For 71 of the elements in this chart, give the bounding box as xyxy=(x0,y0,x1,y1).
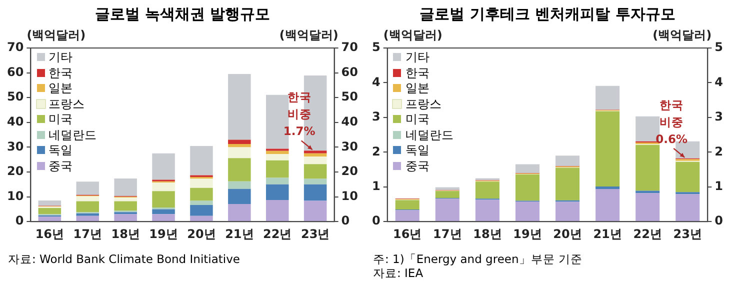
chart-title: 글로벌 기후테크 벤처캐피탈 투자규모 xyxy=(418,4,676,25)
y-axis-title: (백억달러) xyxy=(26,28,86,42)
legend-label: 독일 xyxy=(404,143,430,158)
y2-tick-label: 2 xyxy=(714,144,724,158)
y2-tick-label: 20 xyxy=(341,164,358,178)
x-tick-label: 18년 xyxy=(111,226,140,241)
x-tick-label: 21년 xyxy=(225,226,254,241)
y2-tick-label: 40 xyxy=(341,114,358,129)
y-tick-label: 50 xyxy=(6,90,24,104)
legend-label: 네덜란드 xyxy=(404,128,454,143)
legend-label: 미국 xyxy=(404,112,430,128)
y-tick-label: 60 xyxy=(6,64,24,79)
legend-label: 프랑스 xyxy=(48,96,86,112)
y-tick-label: 20 xyxy=(6,164,24,178)
x-tick-label: 20년 xyxy=(553,226,582,241)
y2-tick-label: 3 xyxy=(714,110,724,124)
text: 자료: IEA xyxy=(373,266,424,280)
x-tick-label: 19년 xyxy=(513,226,542,241)
legend-label: 미국 xyxy=(48,112,74,128)
y-tick-label: 0 xyxy=(15,214,24,228)
x-tick-label: 23년 xyxy=(300,226,330,241)
x-tick-label: 19년 xyxy=(149,226,178,241)
y-tick-label: 30 xyxy=(6,139,24,154)
y-tick-label: 2 xyxy=(372,144,380,158)
y-tick-label: 1 xyxy=(372,179,380,194)
y2-tick-label: 10 xyxy=(341,188,358,203)
legend-label: 네덜란드 xyxy=(48,128,97,143)
y2-tick-label: 50 xyxy=(341,90,358,104)
x-tick-label: 16년 xyxy=(35,226,64,241)
y-tick-label: 0 xyxy=(372,214,380,228)
x-tick-label: 22년 xyxy=(633,226,662,241)
y-tick-label: 70 xyxy=(6,40,24,54)
legend-label: 중국 xyxy=(48,158,74,174)
x-tick-label: 20년 xyxy=(187,226,216,241)
y2-axis-title: (백억달러) xyxy=(279,28,338,42)
y-tick-label: 3 xyxy=(372,110,380,124)
y2-tick-label: 70 xyxy=(341,40,358,54)
y2-tick-label: 0 xyxy=(714,214,724,228)
y-tick-label: 10 xyxy=(6,188,24,203)
legend-label: 프랑스 xyxy=(404,96,442,112)
legend-label: 기타 xyxy=(48,50,74,66)
y-axis-title: (백억달러) xyxy=(383,28,442,42)
x-tick-label: 16년 xyxy=(393,226,422,241)
y-tick-label: 4 xyxy=(372,74,380,89)
y-tick-label: 40 xyxy=(6,114,24,129)
y2-tick-label: 60 xyxy=(341,64,358,79)
x-tick-label: 21년 xyxy=(593,226,622,241)
legend-label: 한국 xyxy=(48,66,74,81)
annotation: 한국 비중 1.7% xyxy=(283,90,316,138)
y2-tick-label: 0 xyxy=(341,214,350,228)
legend-label: 기타 xyxy=(404,50,430,66)
x-tick-label: 17년 xyxy=(433,226,462,241)
text: 주: 1)「Energy and green」부문 기준 xyxy=(373,252,584,266)
annotation: 한국 비중 0.6% xyxy=(656,98,688,146)
x-tick-label: 22년 xyxy=(263,226,292,241)
y-tick-label: 5 xyxy=(372,40,380,54)
x-tick-label: 23년 xyxy=(673,226,702,241)
text: 자료: World Bank Climate Bond Initiative xyxy=(8,252,241,266)
legend-label: 독일 xyxy=(48,143,74,158)
legend-label: 중국 xyxy=(404,158,430,174)
x-tick-label: 17년 xyxy=(73,226,102,241)
y2-tick-label: 30 xyxy=(341,139,358,154)
legend-label: 일본 xyxy=(48,81,74,96)
y2-tick-label: 4 xyxy=(714,74,724,89)
y2-tick-label: 5 xyxy=(714,40,724,54)
legend-label: 일본 xyxy=(404,81,430,96)
chart-title: 글로벌 녹색채권 발행규모 xyxy=(94,4,272,25)
legend-label: 한국 xyxy=(404,66,430,81)
y2-tick-label: 1 xyxy=(714,179,724,194)
x-tick-label: 18년 xyxy=(473,226,502,241)
y2-axis-title: (백억달러) xyxy=(652,28,712,42)
